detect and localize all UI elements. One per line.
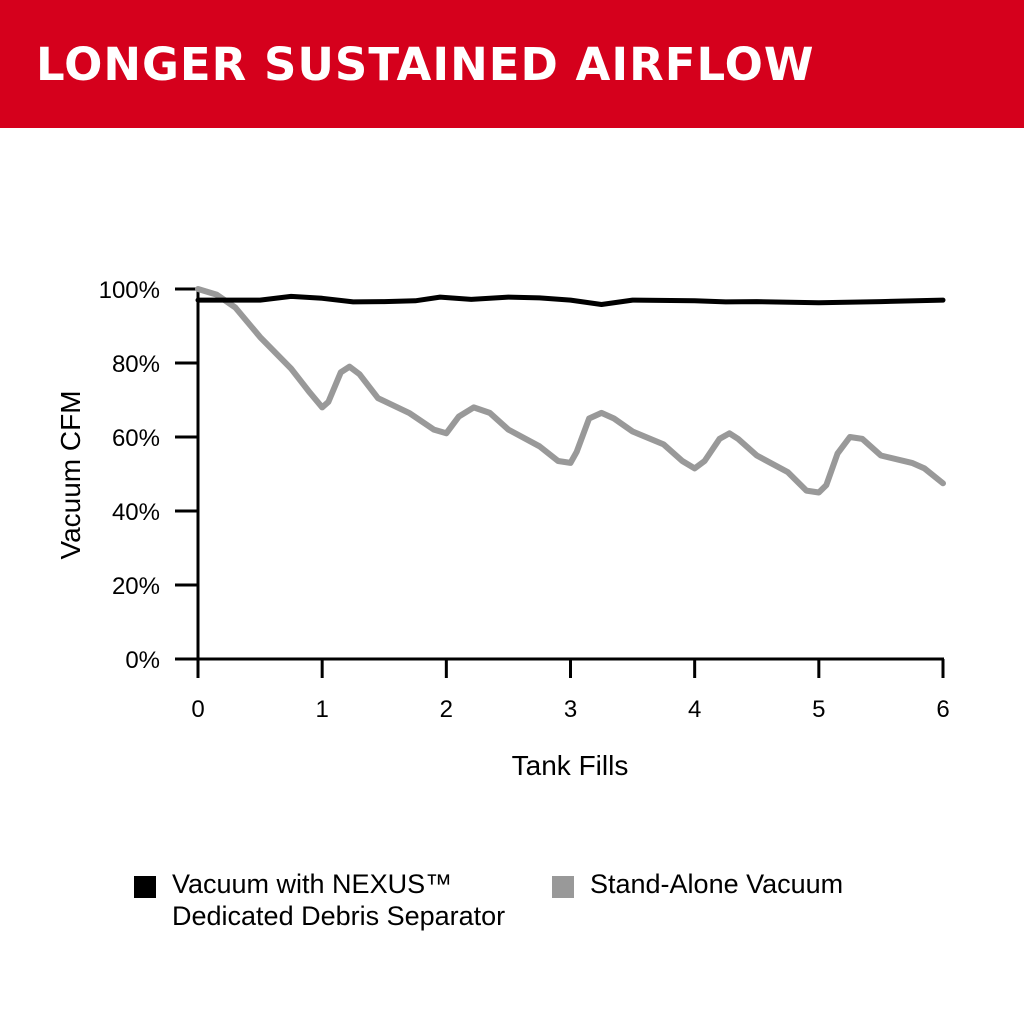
y-tick-label-4: 80% xyxy=(112,351,160,378)
series-line-standalone xyxy=(195,286,946,496)
series-line-nexus xyxy=(195,293,946,307)
banner-title: LONGER SUSTAINED AIRFLOW xyxy=(36,38,815,91)
legend-swatch-standalone xyxy=(552,876,574,898)
y-tick-label-1: 20% xyxy=(112,573,160,600)
title-banner: LONGER SUSTAINED AIRFLOW xyxy=(0,0,1024,128)
legend-swatch-nexus xyxy=(134,876,156,898)
y-tick-label-2: 40% xyxy=(112,499,160,526)
y-tick-label-3: 60% xyxy=(112,425,160,452)
x-tick-label-2: 2 xyxy=(440,696,453,723)
x-tick-label-3: 3 xyxy=(564,696,577,723)
x-tick-label-0: 0 xyxy=(191,696,204,723)
x-tick-label-6: 6 xyxy=(936,696,949,723)
legend-item-standalone: Stand-Alone Vacuum xyxy=(552,868,843,900)
legend-item-nexus: Vacuum with NEXUS™ Dedicated Debris Sepa… xyxy=(134,868,505,932)
y-tick-label-0: 0% xyxy=(125,647,160,674)
y-tick-label-5: 100% xyxy=(99,277,160,304)
x-tick-label-5: 5 xyxy=(812,696,825,723)
legend-label-standalone: Stand-Alone Vacuum xyxy=(590,869,844,899)
x-tick-label-4: 4 xyxy=(688,696,701,723)
y-axis-title: Vacuum CFM xyxy=(55,390,86,559)
x-axis-title: Tank Fills xyxy=(512,750,629,781)
x-tick-label-1: 1 xyxy=(315,696,328,723)
legend-label-nexus: Vacuum with NEXUS™ Dedicated Debris Sepa… xyxy=(172,869,506,931)
